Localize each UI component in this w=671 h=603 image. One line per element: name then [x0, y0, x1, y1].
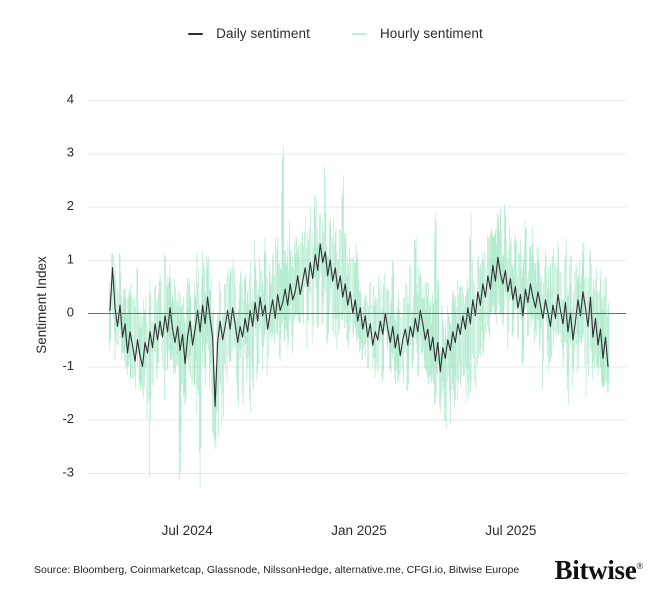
y-tick-label: -2	[62, 411, 74, 426]
x-tick-label: Jul 2024	[162, 523, 214, 538]
y-tick-label: 1	[67, 251, 74, 266]
series-daily-sentiment	[109, 243, 609, 407]
y-axis-title-label: Sentiment Index	[34, 256, 49, 354]
chart-footer: Source: Bloomberg, Coinmarketcap, Glassn…	[0, 555, 671, 591]
source-attribution: Source: Bloomberg, Coinmarketcap, Glassn…	[34, 564, 520, 576]
y-tick-label: 3	[67, 145, 74, 160]
x-tick-label: Jul 2025	[485, 523, 536, 538]
y-tick-label: -3	[62, 464, 74, 479]
x-tick-label: Jan 2025	[331, 523, 387, 538]
y-axis-title: Sentiment Index	[34, 256, 49, 354]
y-tick-label: 0	[67, 305, 74, 320]
x-axis-tick-labels: Jul 2024 Jan 2025 Jul 2025	[162, 523, 537, 538]
data-series-group	[108, 146, 610, 489]
y-tick-label: 4	[67, 91, 74, 106]
y-tick-label: 2	[67, 198, 74, 213]
registered-trademark-icon: ®	[636, 561, 643, 571]
y-axis-tick-labels: 4 3 2 1 0 -1 -2 -3	[62, 91, 74, 479]
bitwise-logo: Bitwise®	[554, 555, 644, 586]
y-tick-label: -1	[62, 358, 74, 373]
brand-name: Bitwise	[554, 555, 637, 585]
grid-lines-group	[88, 100, 626, 474]
